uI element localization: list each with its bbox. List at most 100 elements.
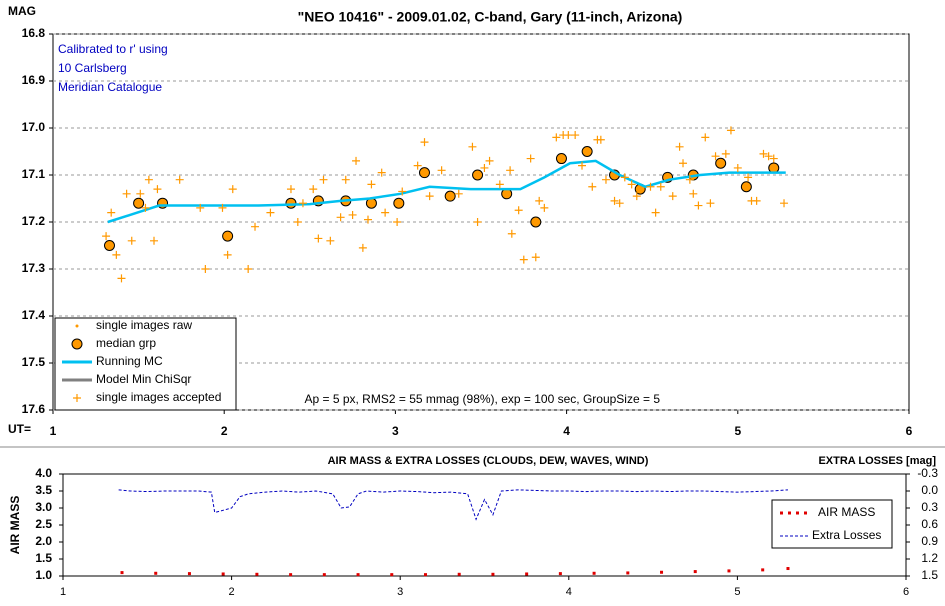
- annotation: Meridian Catalogue: [58, 80, 162, 94]
- point: [711, 152, 720, 161]
- point: [764, 152, 773, 161]
- point: [107, 208, 116, 217]
- point: [103, 240, 115, 251]
- legend-label: median grp: [96, 336, 156, 350]
- y-tick-label: 2.5: [35, 517, 52, 531]
- y-tick-label: 3.5: [35, 483, 52, 497]
- point: [651, 208, 660, 217]
- y-tick-label: 17.1: [22, 167, 46, 181]
- point: [526, 154, 535, 163]
- x-tick-label: 3: [397, 586, 403, 598]
- point: [425, 192, 434, 201]
- annotation: 10 Carlsberg: [58, 61, 127, 75]
- y-tick-label: 1.0: [35, 568, 52, 582]
- point: [693, 570, 697, 574]
- point: [780, 199, 789, 208]
- x-tick-label: 1: [60, 586, 66, 598]
- y-axis-label: AIR MASS: [8, 496, 22, 555]
- y-tick-label: 3.0: [35, 500, 52, 514]
- point: [381, 208, 390, 217]
- point: [218, 203, 227, 212]
- point: [727, 569, 731, 573]
- legend-label: single images accepted: [96, 390, 221, 404]
- point: [740, 181, 752, 193]
- legend-label: AIR MASS: [818, 505, 875, 519]
- y-tick-label: 17.4: [22, 308, 46, 322]
- y-tick-label: 17.2: [22, 214, 46, 228]
- y-tick-label: 16.9: [22, 73, 46, 87]
- y2-tick-label: 0.3: [921, 500, 938, 514]
- point: [685, 175, 694, 184]
- point: [457, 572, 461, 576]
- point: [150, 236, 159, 245]
- point: [507, 229, 516, 238]
- point: [120, 571, 124, 575]
- point: [721, 149, 730, 158]
- x-tick-label: 4: [566, 586, 572, 598]
- point: [733, 163, 742, 172]
- point: [715, 157, 727, 169]
- point: [420, 138, 429, 147]
- series-line: [107, 159, 786, 224]
- x-tick-label: 5: [734, 424, 741, 438]
- point: [393, 218, 402, 226]
- y-tick-label: 17.0: [22, 120, 46, 134]
- point: [348, 210, 357, 219]
- point: [117, 274, 126, 283]
- x-tick-label: 3: [392, 424, 399, 438]
- y2-tick-label: 0.6: [921, 517, 938, 531]
- point: [444, 190, 456, 202]
- point: [228, 185, 237, 194]
- point: [364, 215, 373, 224]
- legend-swatch: [75, 324, 79, 328]
- point: [752, 196, 761, 205]
- point: [694, 201, 703, 210]
- y-tick-label: 2.0: [35, 534, 52, 548]
- legend-swatch: [71, 338, 83, 350]
- point: [336, 213, 345, 222]
- point: [358, 243, 367, 252]
- x-tick-label: 2: [221, 424, 228, 438]
- point: [144, 175, 153, 184]
- point: [367, 180, 376, 189]
- point: [322, 573, 326, 577]
- point: [627, 180, 636, 189]
- point: [244, 265, 253, 273]
- point: [689, 189, 698, 198]
- point: [578, 161, 587, 170]
- point: [632, 192, 641, 201]
- y-axis-label: MAG: [8, 4, 36, 18]
- legend-label: single images raw: [96, 318, 192, 332]
- point: [309, 185, 318, 194]
- legend-swatch: [73, 394, 81, 402]
- point: [356, 573, 360, 577]
- point: [377, 168, 386, 177]
- point: [153, 185, 162, 194]
- point: [133, 197, 145, 209]
- point: [251, 222, 260, 231]
- point: [786, 567, 790, 571]
- x-tick-label: 6: [903, 586, 909, 598]
- point: [390, 573, 394, 577]
- point: [266, 208, 275, 217]
- point: [255, 572, 259, 576]
- point: [112, 250, 121, 259]
- point: [564, 131, 573, 140]
- x-tick-label: 2: [229, 586, 235, 598]
- point: [581, 146, 593, 157]
- y2-tick-label: 1.5: [921, 568, 938, 582]
- point: [535, 196, 544, 205]
- point: [601, 175, 610, 184]
- y-tick-label: 1.5: [35, 551, 52, 565]
- y2-tick-label: -0.3: [917, 466, 938, 480]
- y-tick-label: 17.3: [22, 261, 46, 275]
- point: [289, 573, 293, 577]
- point: [454, 189, 463, 198]
- point: [222, 230, 234, 242]
- point: [744, 173, 753, 182]
- point: [398, 187, 407, 196]
- point: [701, 133, 710, 142]
- x-tick-label: 1: [50, 424, 57, 438]
- point: [485, 156, 494, 165]
